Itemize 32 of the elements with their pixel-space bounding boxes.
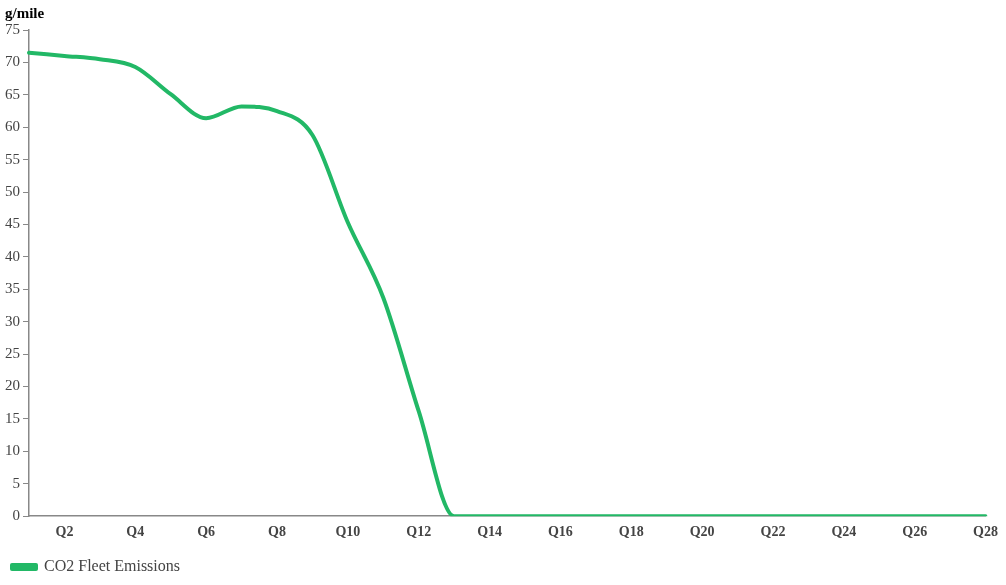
y-tick-label: 35 [5,280,20,297]
x-tick-label: Q18 [618,524,644,540]
x-tick-label: Q28 [973,524,998,540]
x-tick-label: Q20 [689,524,715,540]
y-tick-label: 60 [5,118,20,135]
y-tick-label: 5 [12,474,20,491]
y-tick-label: 15 [5,409,20,426]
y-tick-label: 45 [5,215,20,232]
y-tick-label: 40 [5,247,20,264]
x-tick-label: Q16 [547,524,573,540]
y-tick-label: 30 [5,312,20,329]
y-tick-label: 55 [5,150,20,167]
x-tick-label: Q26 [902,524,928,540]
y-tick-label: 50 [5,183,20,199]
y-tick-label: 70 [5,53,20,70]
x-tick-label: Q2 [55,524,74,540]
y-tick-label: 20 [5,377,20,394]
x-tick-label: Q6 [197,524,216,540]
x-tick-label: Q24 [831,524,857,540]
x-tick-label: Q14 [477,524,503,540]
y-tick-label: 75 [5,20,20,37]
y-axis-title: g/mile [5,5,45,22]
legend-label: CO2 Fleet Emissions [44,557,181,575]
x-tick-label: Q12 [406,524,432,540]
x-tick-label: Q10 [335,524,361,540]
y-tick-label: 25 [5,345,20,362]
y-tick-label: 65 [5,85,20,102]
x-tick-label: Q8 [268,524,286,540]
x-tick-label: Q4 [126,524,145,540]
y-tick-label: 0 [12,507,20,524]
y-tick-label: 10 [5,442,20,459]
x-tick-label: Q22 [760,524,786,540]
